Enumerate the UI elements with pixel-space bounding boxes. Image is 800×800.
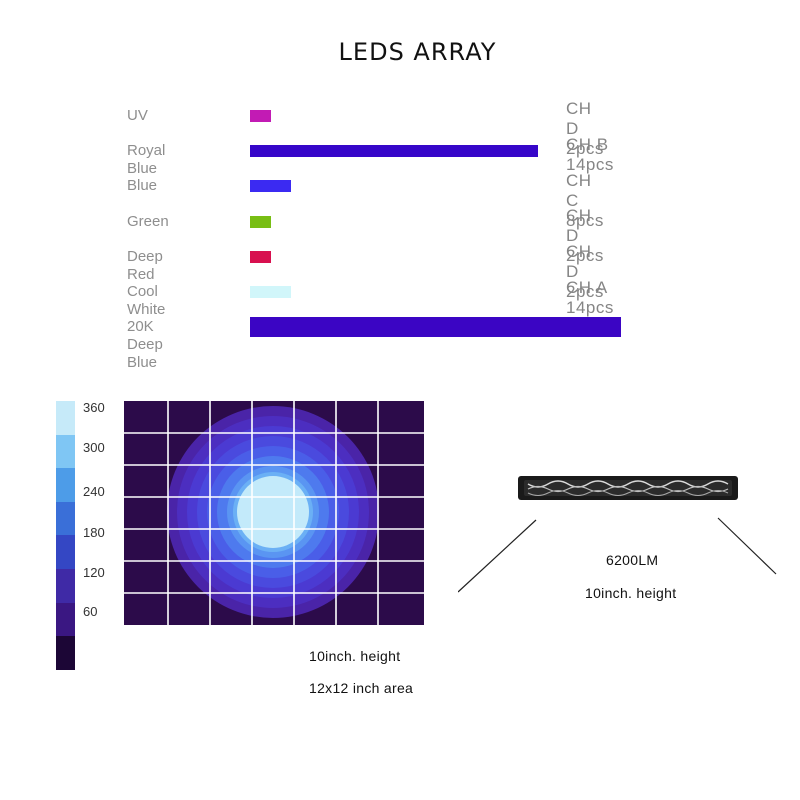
channel-label: CH D 2pcs [566,99,604,158]
bar-label: 20K Deep Blue [127,318,163,372]
scale-segment [56,535,75,570]
scale-segment [56,434,75,469]
scale-segment [56,602,75,637]
bar-label: Cool White [127,283,166,318]
channel-label: CH B 14pcs [566,134,614,174]
scale-tick-label: 240 [83,484,105,499]
bar-label: UV [127,107,148,124]
bar-label: Green [127,212,169,230]
led-fixture-illustration [458,476,777,593]
bar [250,110,271,122]
channel-label: CH A 14pcs [566,278,614,317]
scale-segment [56,401,75,436]
bar [250,317,621,338]
bar [250,286,291,298]
scale-segment [56,468,75,503]
scale-tick-label: 120 [83,565,105,580]
chart-title: LEDS ARRAY [338,38,497,66]
scale-segment [56,636,75,671]
scale-tick-label: 60 [83,604,98,619]
beam-left-line [458,519,537,593]
bar [250,180,291,193]
channel-label: CH D 2pcs [566,242,604,302]
fixture-height-caption: 10inch. height [585,585,677,601]
bar-label: Deep Red [127,247,163,283]
bar [250,250,271,263]
scale-tick-label: 300 [83,440,105,455]
scale-tick-label: 360 [83,400,105,415]
bar [250,145,538,158]
channel-label: CH C 8pcs [566,170,604,230]
heatmap-area-caption: 12x12 inch area [309,680,414,696]
channel-label: CH D 2pcs [566,206,604,266]
bar-label: Royal Blue [127,142,166,178]
scale-tick-label: 180 [83,525,105,540]
scale-segment [56,501,75,536]
lumens-caption: 6200LM [606,552,659,568]
bar [250,215,271,228]
bar-label: Blue [127,177,158,195]
scale-segment [56,569,75,604]
light-intensity-heatmap [124,401,424,625]
intensity-ring [237,476,309,548]
light-bar-icon [518,476,738,500]
heatmap-height-caption: 10inch. height [309,648,401,664]
beam-right-line [717,517,777,575]
